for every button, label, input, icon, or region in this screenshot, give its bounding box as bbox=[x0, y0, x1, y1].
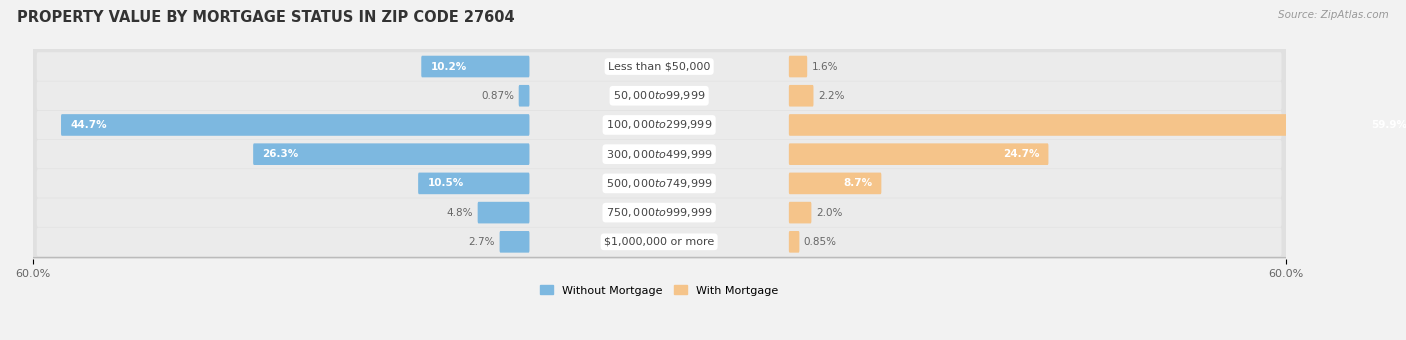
Text: 1.6%: 1.6% bbox=[811, 62, 838, 71]
FancyBboxPatch shape bbox=[789, 173, 882, 194]
FancyBboxPatch shape bbox=[519, 85, 530, 106]
Text: 26.3%: 26.3% bbox=[263, 149, 298, 159]
Legend: Without Mortgage, With Mortgage: Without Mortgage, With Mortgage bbox=[536, 281, 783, 300]
Text: 59.9%: 59.9% bbox=[1371, 120, 1406, 130]
FancyBboxPatch shape bbox=[60, 114, 530, 136]
Text: $1,000,000 or more: $1,000,000 or more bbox=[605, 237, 714, 247]
Text: 44.7%: 44.7% bbox=[70, 120, 107, 130]
FancyBboxPatch shape bbox=[31, 193, 1288, 232]
FancyBboxPatch shape bbox=[789, 85, 814, 106]
Text: 24.7%: 24.7% bbox=[1002, 149, 1039, 159]
FancyBboxPatch shape bbox=[789, 231, 800, 253]
Text: PROPERTY VALUE BY MORTGAGE STATUS IN ZIP CODE 27604: PROPERTY VALUE BY MORTGAGE STATUS IN ZIP… bbox=[17, 10, 515, 25]
FancyBboxPatch shape bbox=[422, 56, 530, 77]
Text: 4.8%: 4.8% bbox=[447, 208, 474, 218]
FancyBboxPatch shape bbox=[789, 56, 807, 77]
FancyBboxPatch shape bbox=[37, 52, 1281, 81]
Text: 10.5%: 10.5% bbox=[427, 178, 464, 188]
Text: 0.85%: 0.85% bbox=[804, 237, 837, 247]
FancyBboxPatch shape bbox=[31, 77, 1288, 115]
Text: $100,000 to $299,999: $100,000 to $299,999 bbox=[606, 118, 713, 132]
FancyBboxPatch shape bbox=[418, 173, 530, 194]
FancyBboxPatch shape bbox=[31, 165, 1288, 202]
FancyBboxPatch shape bbox=[31, 106, 1288, 144]
Text: $500,000 to $749,999: $500,000 to $749,999 bbox=[606, 177, 713, 190]
Text: 0.87%: 0.87% bbox=[481, 91, 515, 101]
Text: 2.2%: 2.2% bbox=[818, 91, 845, 101]
FancyBboxPatch shape bbox=[37, 169, 1281, 198]
Text: 2.0%: 2.0% bbox=[815, 208, 842, 218]
Text: $750,000 to $999,999: $750,000 to $999,999 bbox=[606, 206, 713, 219]
FancyBboxPatch shape bbox=[789, 202, 811, 223]
FancyBboxPatch shape bbox=[789, 114, 1406, 136]
Text: Source: ZipAtlas.com: Source: ZipAtlas.com bbox=[1278, 10, 1389, 20]
Text: 10.2%: 10.2% bbox=[430, 62, 467, 71]
Text: 8.7%: 8.7% bbox=[844, 178, 872, 188]
FancyBboxPatch shape bbox=[253, 143, 530, 165]
FancyBboxPatch shape bbox=[37, 110, 1281, 139]
FancyBboxPatch shape bbox=[37, 198, 1281, 227]
FancyBboxPatch shape bbox=[37, 227, 1281, 256]
Text: $300,000 to $499,999: $300,000 to $499,999 bbox=[606, 148, 713, 161]
FancyBboxPatch shape bbox=[37, 82, 1281, 110]
FancyBboxPatch shape bbox=[478, 202, 530, 223]
FancyBboxPatch shape bbox=[31, 223, 1288, 261]
FancyBboxPatch shape bbox=[37, 140, 1281, 169]
FancyBboxPatch shape bbox=[789, 143, 1049, 165]
FancyBboxPatch shape bbox=[31, 48, 1288, 86]
Text: $50,000 to $99,999: $50,000 to $99,999 bbox=[613, 89, 706, 102]
FancyBboxPatch shape bbox=[499, 231, 530, 253]
FancyBboxPatch shape bbox=[31, 135, 1288, 173]
Text: Less than $50,000: Less than $50,000 bbox=[607, 62, 710, 71]
Text: 2.7%: 2.7% bbox=[468, 237, 495, 247]
